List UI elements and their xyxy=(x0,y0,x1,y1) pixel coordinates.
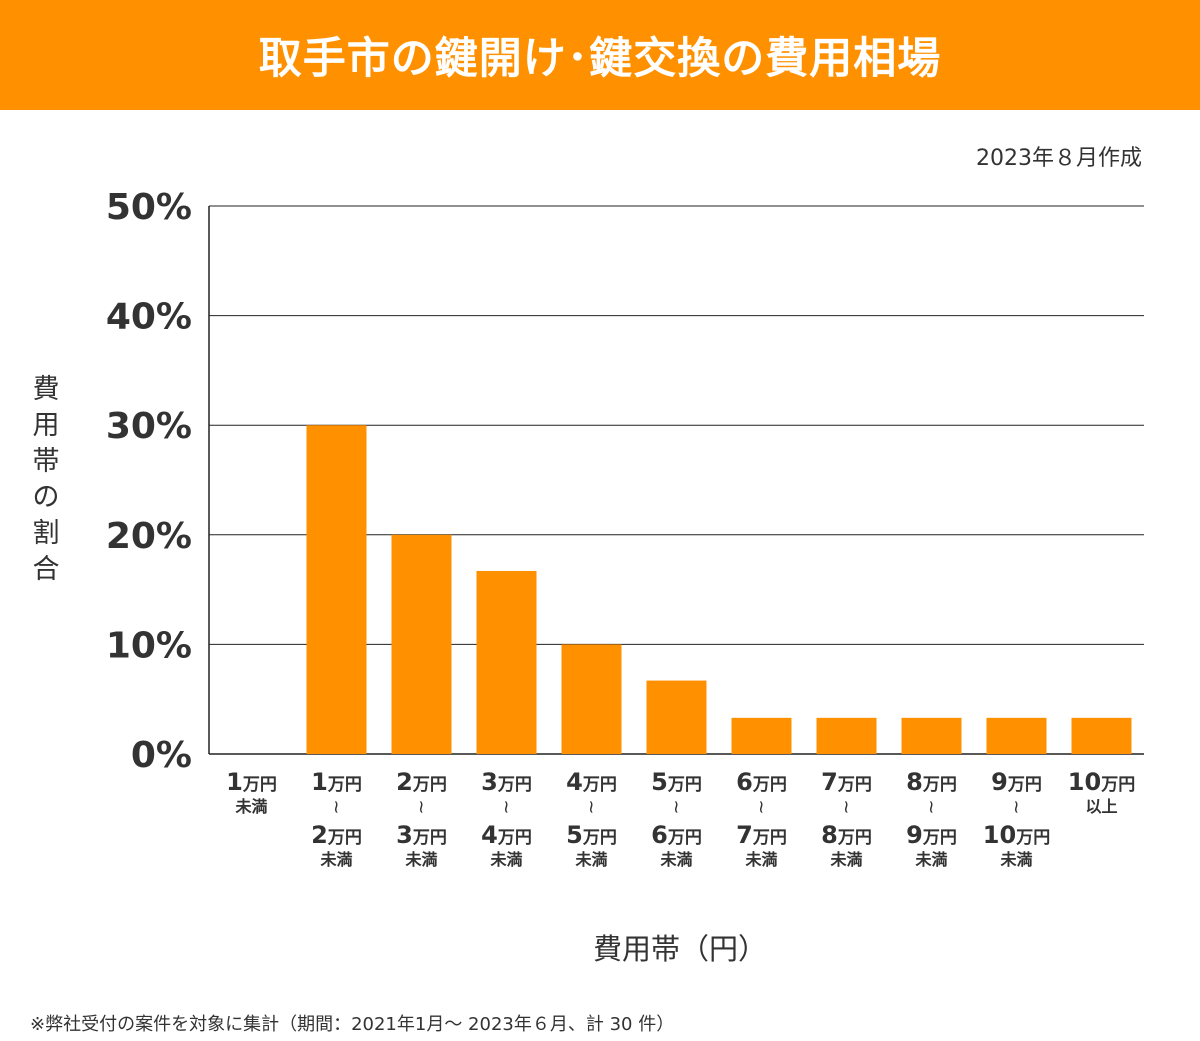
x-tick-label: 5万円 xyxy=(651,768,702,796)
x-tick-label: 1万円 xyxy=(226,768,277,796)
x-tick-label: 3万円 xyxy=(396,821,447,849)
bar xyxy=(306,425,367,754)
y-tick-label: 50% xyxy=(106,187,192,228)
x-tick-label: 以上 xyxy=(1085,797,1117,816)
y-tick-label: 20% xyxy=(106,516,192,557)
x-tick-label: 未満 xyxy=(744,850,777,869)
x-tick-label: ~ xyxy=(326,799,347,814)
y-axis-label: 費 用 帯 の 割 合 xyxy=(32,374,60,585)
x-tick-label: 未満 xyxy=(319,850,352,869)
chart-title: 取手市の鍵開け･鍵交換の費用相場 xyxy=(258,34,942,84)
x-tick-label: ~ xyxy=(751,799,772,814)
y-tick-label: 30% xyxy=(106,406,192,447)
y-tick-label: 10% xyxy=(106,625,192,666)
x-tick-label: 6万円 xyxy=(736,768,787,796)
x-tick-label: 9万円 xyxy=(991,768,1042,796)
x-tick-label: ~ xyxy=(411,799,432,814)
x-tick-label: 未満 xyxy=(659,850,692,869)
x-tick-label: 8万円 xyxy=(821,821,872,849)
bar xyxy=(476,570,537,754)
x-tick-label: 未満 xyxy=(234,797,267,816)
x-tick-label: 5万円 xyxy=(566,821,617,849)
x-axis-label: 費用帯（円） xyxy=(592,932,767,966)
x-tick-label: ~ xyxy=(921,799,942,814)
y-tick-label: 40% xyxy=(106,297,192,338)
x-tick-label: 4万円 xyxy=(566,768,617,796)
x-tick-label: 2万円 xyxy=(311,821,362,849)
x-tick-label: 未満 xyxy=(574,850,607,869)
x-tick-label: 6万円 xyxy=(651,821,702,849)
y-tick-label: 0% xyxy=(131,735,192,776)
x-tick-label: 3万円 xyxy=(481,768,532,796)
footnote: ※弊社受付の案件を対象に集計（期間：2021年1月～ 2023年６月、計 30 … xyxy=(30,1014,675,1035)
x-tick-label: 4万円 xyxy=(481,821,532,849)
x-tick-label: ~ xyxy=(581,799,602,814)
x-tick-label: ~ xyxy=(1006,799,1027,814)
x-tick-label: 2万円 xyxy=(396,768,447,796)
x-tick-label: ~ xyxy=(496,799,517,814)
x-tick-label: 7万円 xyxy=(736,821,787,849)
x-tick-label: ~ xyxy=(666,799,687,814)
x-tick-label: 未満 xyxy=(489,850,522,869)
x-tick-label: 8万円 xyxy=(906,768,957,796)
x-tick-label: 7万円 xyxy=(821,768,872,796)
bar xyxy=(646,680,707,754)
bar xyxy=(391,534,452,754)
x-tick-label: 10万円 xyxy=(1068,768,1135,796)
bar xyxy=(561,644,622,754)
bar xyxy=(1071,717,1132,754)
x-tick-label: 未満 xyxy=(999,850,1032,869)
bar xyxy=(986,717,1047,754)
bar xyxy=(901,717,962,754)
x-tick-label: 9万円 xyxy=(906,821,957,849)
bar xyxy=(816,717,877,754)
x-tick-label: 未満 xyxy=(404,850,437,869)
x-tick-label: 1万円 xyxy=(311,768,362,796)
x-tick-label: 未満 xyxy=(914,850,947,869)
title-bar: 取手市の鍵開け･鍵交換の費用相場 xyxy=(0,0,1200,110)
bar xyxy=(731,717,792,754)
created-date: 2023年８月作成 xyxy=(976,146,1142,171)
x-tick-label: 未満 xyxy=(829,850,862,869)
x-tick-label: 10万円 xyxy=(983,821,1050,849)
x-tick-label: ~ xyxy=(836,799,857,814)
